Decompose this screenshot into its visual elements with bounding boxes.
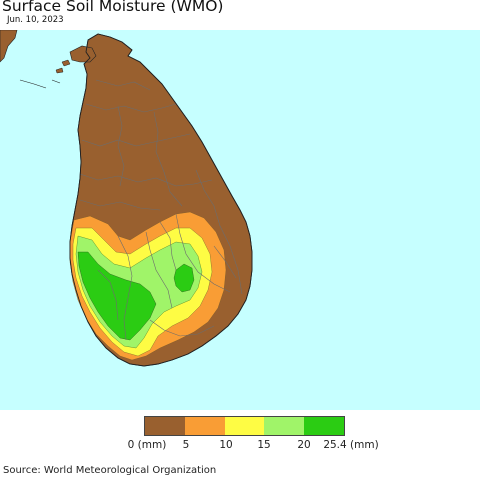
color-legend [144,416,345,436]
legend-tick-label: 20 [297,439,311,451]
map-date: Jun. 10, 2023 [7,15,64,25]
legend-tick-label: 5 [182,439,190,451]
soil-moisture-map [0,30,480,410]
legend-tick-label: 10 [219,439,233,451]
map-title: Surface Soil Moisture (WMO) [2,0,224,15]
source-credit: Source: World Meteorological Organizatio… [3,465,217,476]
legend-tick-label: 0 (mm) [127,439,167,451]
coastline [69,33,253,367]
legend-tick-label: 15 [257,439,271,451]
legend-swatch-5-10 [184,417,225,435]
legend-ticks: 0 (mm) 5 10 15 20 25.4 (mm) [0,439,480,453]
legend-swatch-20-25 [304,417,344,435]
district-boundaries [79,79,243,341]
india-coast [0,30,18,63]
moisture-zone-20-25-central [173,263,195,293]
moisture-zone-20-25-west [77,251,157,341]
islands [55,59,71,74]
legend-swatch-0-5 [145,417,185,435]
legend-swatch-15-20 [264,417,305,435]
adams-bridge [19,79,61,89]
legend-swatch-10-15 [224,417,265,435]
legend-tick-label: 25.4 (mm) [323,439,379,451]
